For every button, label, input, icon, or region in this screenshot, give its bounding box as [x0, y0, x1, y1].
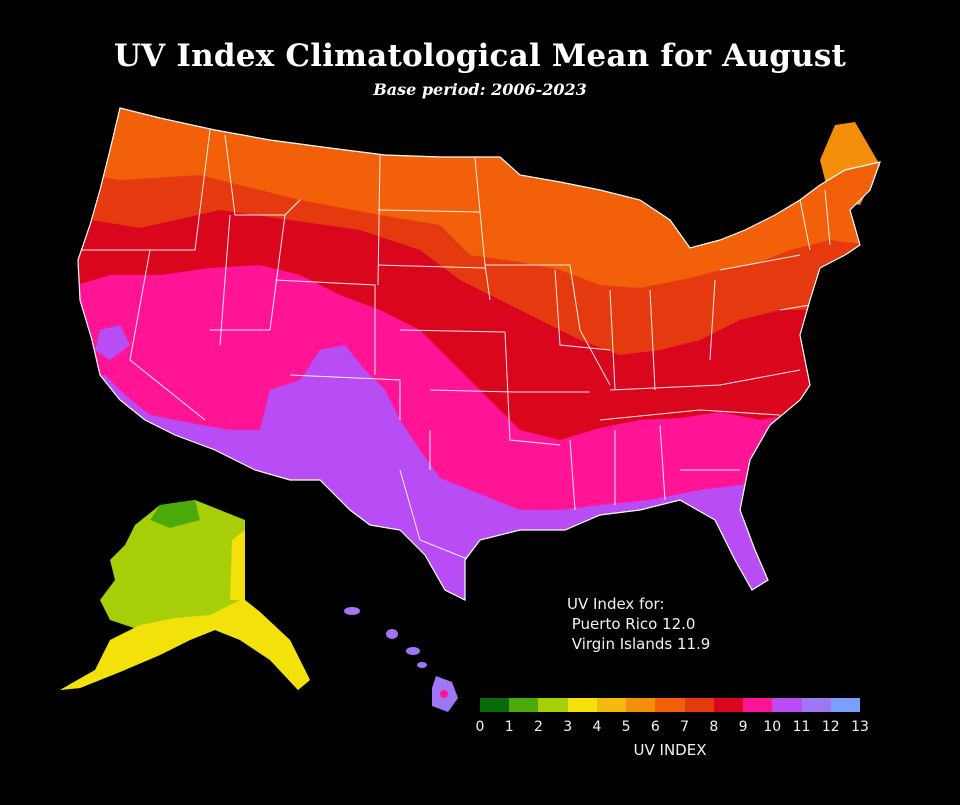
legend-swatch	[480, 698, 510, 712]
legend-swatch	[567, 698, 597, 712]
alaska-southeast-panhandle	[230, 530, 245, 600]
legend-swatch	[830, 698, 861, 712]
hawaii-island-4	[417, 662, 427, 668]
info-line-puerto-rico: Puerto Rico 12.0	[567, 615, 696, 633]
legend-tick-label: 4	[592, 719, 602, 735]
legend-swatch	[772, 698, 802, 712]
legend-tick-label: 7	[680, 719, 690, 735]
uv-legend-title: UV INDEX	[633, 741, 707, 759]
legend-swatch	[509, 698, 539, 712]
legend-swatch	[743, 698, 773, 712]
legend-tick-label: 10	[763, 719, 782, 735]
legend-tick-label: 3	[563, 719, 573, 735]
hawaii-peak	[440, 690, 448, 698]
info-heading: UV Index for:	[567, 595, 665, 613]
hawaii-island-3	[406, 647, 420, 655]
zone-uv10-sw-patch	[95, 325, 130, 360]
uv-legend-colorbar	[480, 698, 861, 712]
legend-tick-label: 13	[851, 719, 869, 735]
legend-swatch	[538, 698, 568, 712]
alaska-north-slope	[150, 500, 200, 528]
state-borders	[80, 129, 841, 561]
hawaii-island-1	[344, 607, 360, 615]
legend-tick-label: 9	[738, 719, 748, 735]
legend-tick-label: 1	[504, 719, 514, 735]
info-line-virgin-islands: Virgin Islands 11.9	[567, 635, 711, 653]
map-title: UV Index Climatological Mean for August	[113, 38, 847, 74]
legend-swatch	[801, 698, 831, 712]
legend-swatch	[626, 698, 656, 712]
legend-swatch	[596, 698, 627, 712]
legend-tick-label: 11	[792, 719, 811, 735]
hawaii-island-2	[386, 629, 398, 639]
uv-legend-ticks: 0 1 2 3 4 5 6 7 8 9 10 11 12 13	[476, 719, 869, 737]
legend-tick-label: 8	[709, 719, 719, 735]
map-subtitle: Base period: 2006-2023	[373, 80, 587, 99]
legend-swatch	[684, 698, 714, 712]
legend-tick-label: 6	[650, 719, 660, 735]
legend-swatch	[713, 698, 744, 712]
legend-swatch	[655, 698, 685, 712]
legend-tick-label: 12	[821, 719, 840, 735]
hawaii	[344, 607, 458, 712]
territory-uv-info: UV Index for: Puerto Rico 12.0 Virgin Is…	[567, 594, 710, 654]
alaska-south-coast	[60, 600, 310, 690]
legend-tick-label: 5	[621, 719, 631, 735]
alaska	[60, 500, 310, 690]
legend-tick-label: 2	[533, 719, 543, 735]
legend-tick-label: 0	[475, 719, 485, 735]
